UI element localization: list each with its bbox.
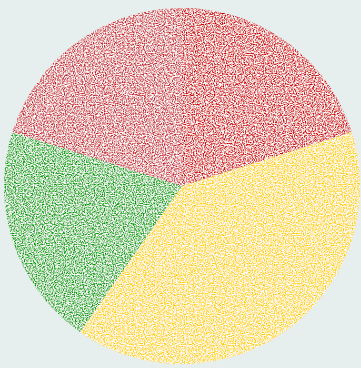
pie-slice-3 [4,132,183,332]
pie-slice-1 [182,8,352,186]
pie-slice-2 [80,132,360,364]
pie-slices [4,8,360,364]
pie-slice-4 [12,8,183,186]
